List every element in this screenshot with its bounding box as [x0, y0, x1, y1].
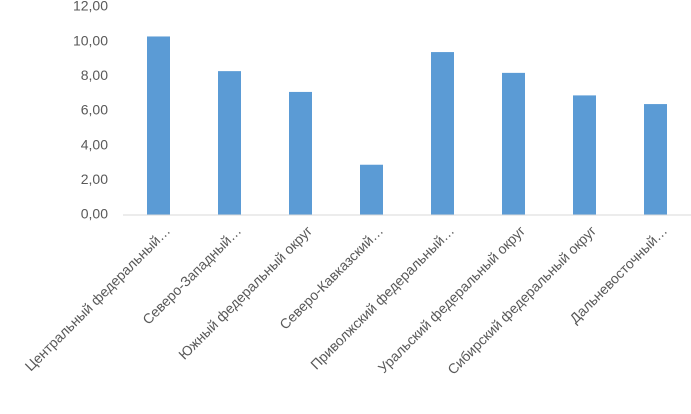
bar	[360, 164, 383, 215]
bar	[431, 52, 454, 215]
x-tick-label: Уральский федеральный округ	[375, 222, 529, 376]
y-tick-label: 8,00	[81, 67, 108, 83]
bar	[147, 36, 170, 215]
y-tick-label: 10,00	[73, 32, 108, 48]
bar	[573, 95, 596, 215]
bar	[218, 71, 241, 215]
x-tick-label: Сибирский федеральный округ	[444, 222, 599, 377]
y-tick-label: 4,00	[81, 136, 108, 152]
x-tick-label: Приволжский федеральный…	[307, 222, 457, 372]
x-tick-label: Южный федеральный округ	[175, 222, 315, 362]
bar	[289, 91, 312, 215]
x-tick-label: Центральный федеральный…	[22, 222, 174, 374]
y-tick-label: 6,00	[81, 102, 108, 118]
y-tick-label: 12,00	[73, 0, 108, 14]
bar	[502, 72, 525, 215]
y-tick-label: 2,00	[81, 171, 108, 187]
y-tick-label: 0,00	[81, 206, 108, 222]
bar	[644, 104, 667, 215]
